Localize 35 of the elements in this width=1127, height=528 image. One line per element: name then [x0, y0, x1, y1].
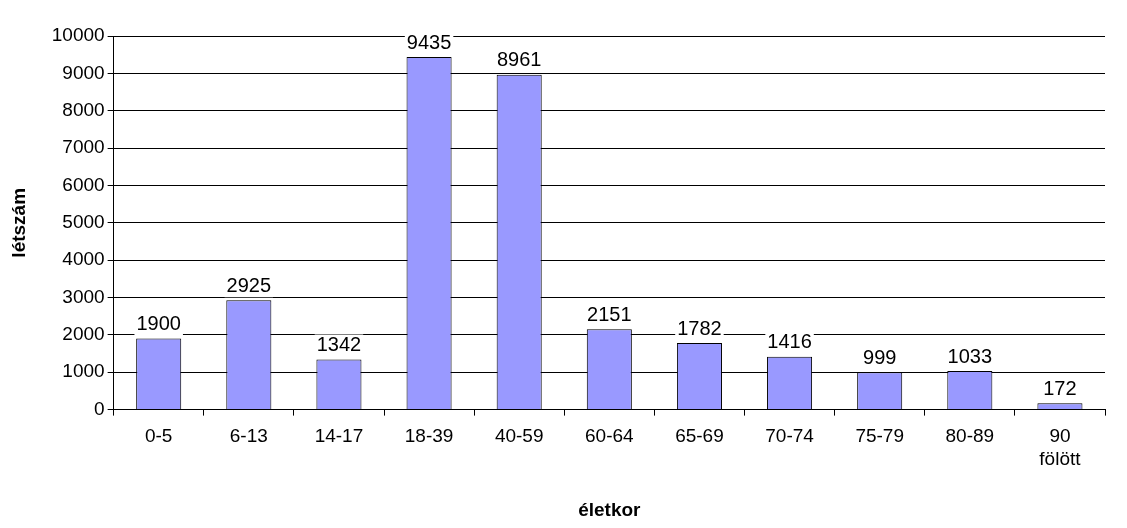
x-tick-label: 0-5 — [144, 425, 173, 447]
x-tick-label: 65-69 — [675, 425, 724, 447]
y-tick-label: 9000 — [62, 61, 105, 83]
x-tick-label: 18-39 — [404, 425, 454, 447]
y-tick-label: 10000 — [51, 24, 105, 46]
y-tick-label: 7000 — [62, 136, 105, 158]
x-tick-label: 14-17 — [314, 425, 364, 447]
x-tick-label: 70-74 — [765, 425, 815, 447]
y-tick-label: 6000 — [62, 173, 105, 195]
x-tick-label: 60-64 — [585, 425, 635, 447]
data-label: 1342 — [316, 332, 362, 355]
x-tick-label: 90 fölött — [1039, 425, 1082, 470]
data-label: 1033 — [947, 344, 993, 367]
y-axis-title: létszám — [7, 187, 29, 258]
data-label: 2925 — [226, 273, 272, 296]
data-label: 999 — [863, 345, 897, 368]
y-tick-label: 1000 — [62, 360, 105, 382]
y-tick-label: 4000 — [62, 248, 105, 270]
x-tick-label: 6-13 — [229, 425, 268, 447]
data-label: 1416 — [767, 330, 812, 353]
data-label: 9435 — [406, 30, 452, 53]
y-tick-label: 2000 — [62, 323, 105, 345]
x-tick-label: 80-89 — [945, 425, 995, 447]
y-tick-label: 5000 — [62, 211, 105, 233]
x-tick-label: 75-79 — [855, 425, 904, 447]
data-label: 8961 — [496, 48, 542, 71]
y-tick-label: 8000 — [62, 98, 105, 120]
y-tick-label: 0 — [94, 397, 105, 419]
y-tick-label: 3000 — [62, 285, 105, 307]
data-label: 1782 — [677, 316, 722, 339]
data-label: 1900 — [136, 312, 181, 335]
data-label: 172 — [1043, 376, 1077, 399]
data-label: 2151 — [587, 302, 632, 325]
x-axis-title: életkor — [578, 498, 642, 520]
x-tick-label: 40-59 — [494, 425, 544, 447]
